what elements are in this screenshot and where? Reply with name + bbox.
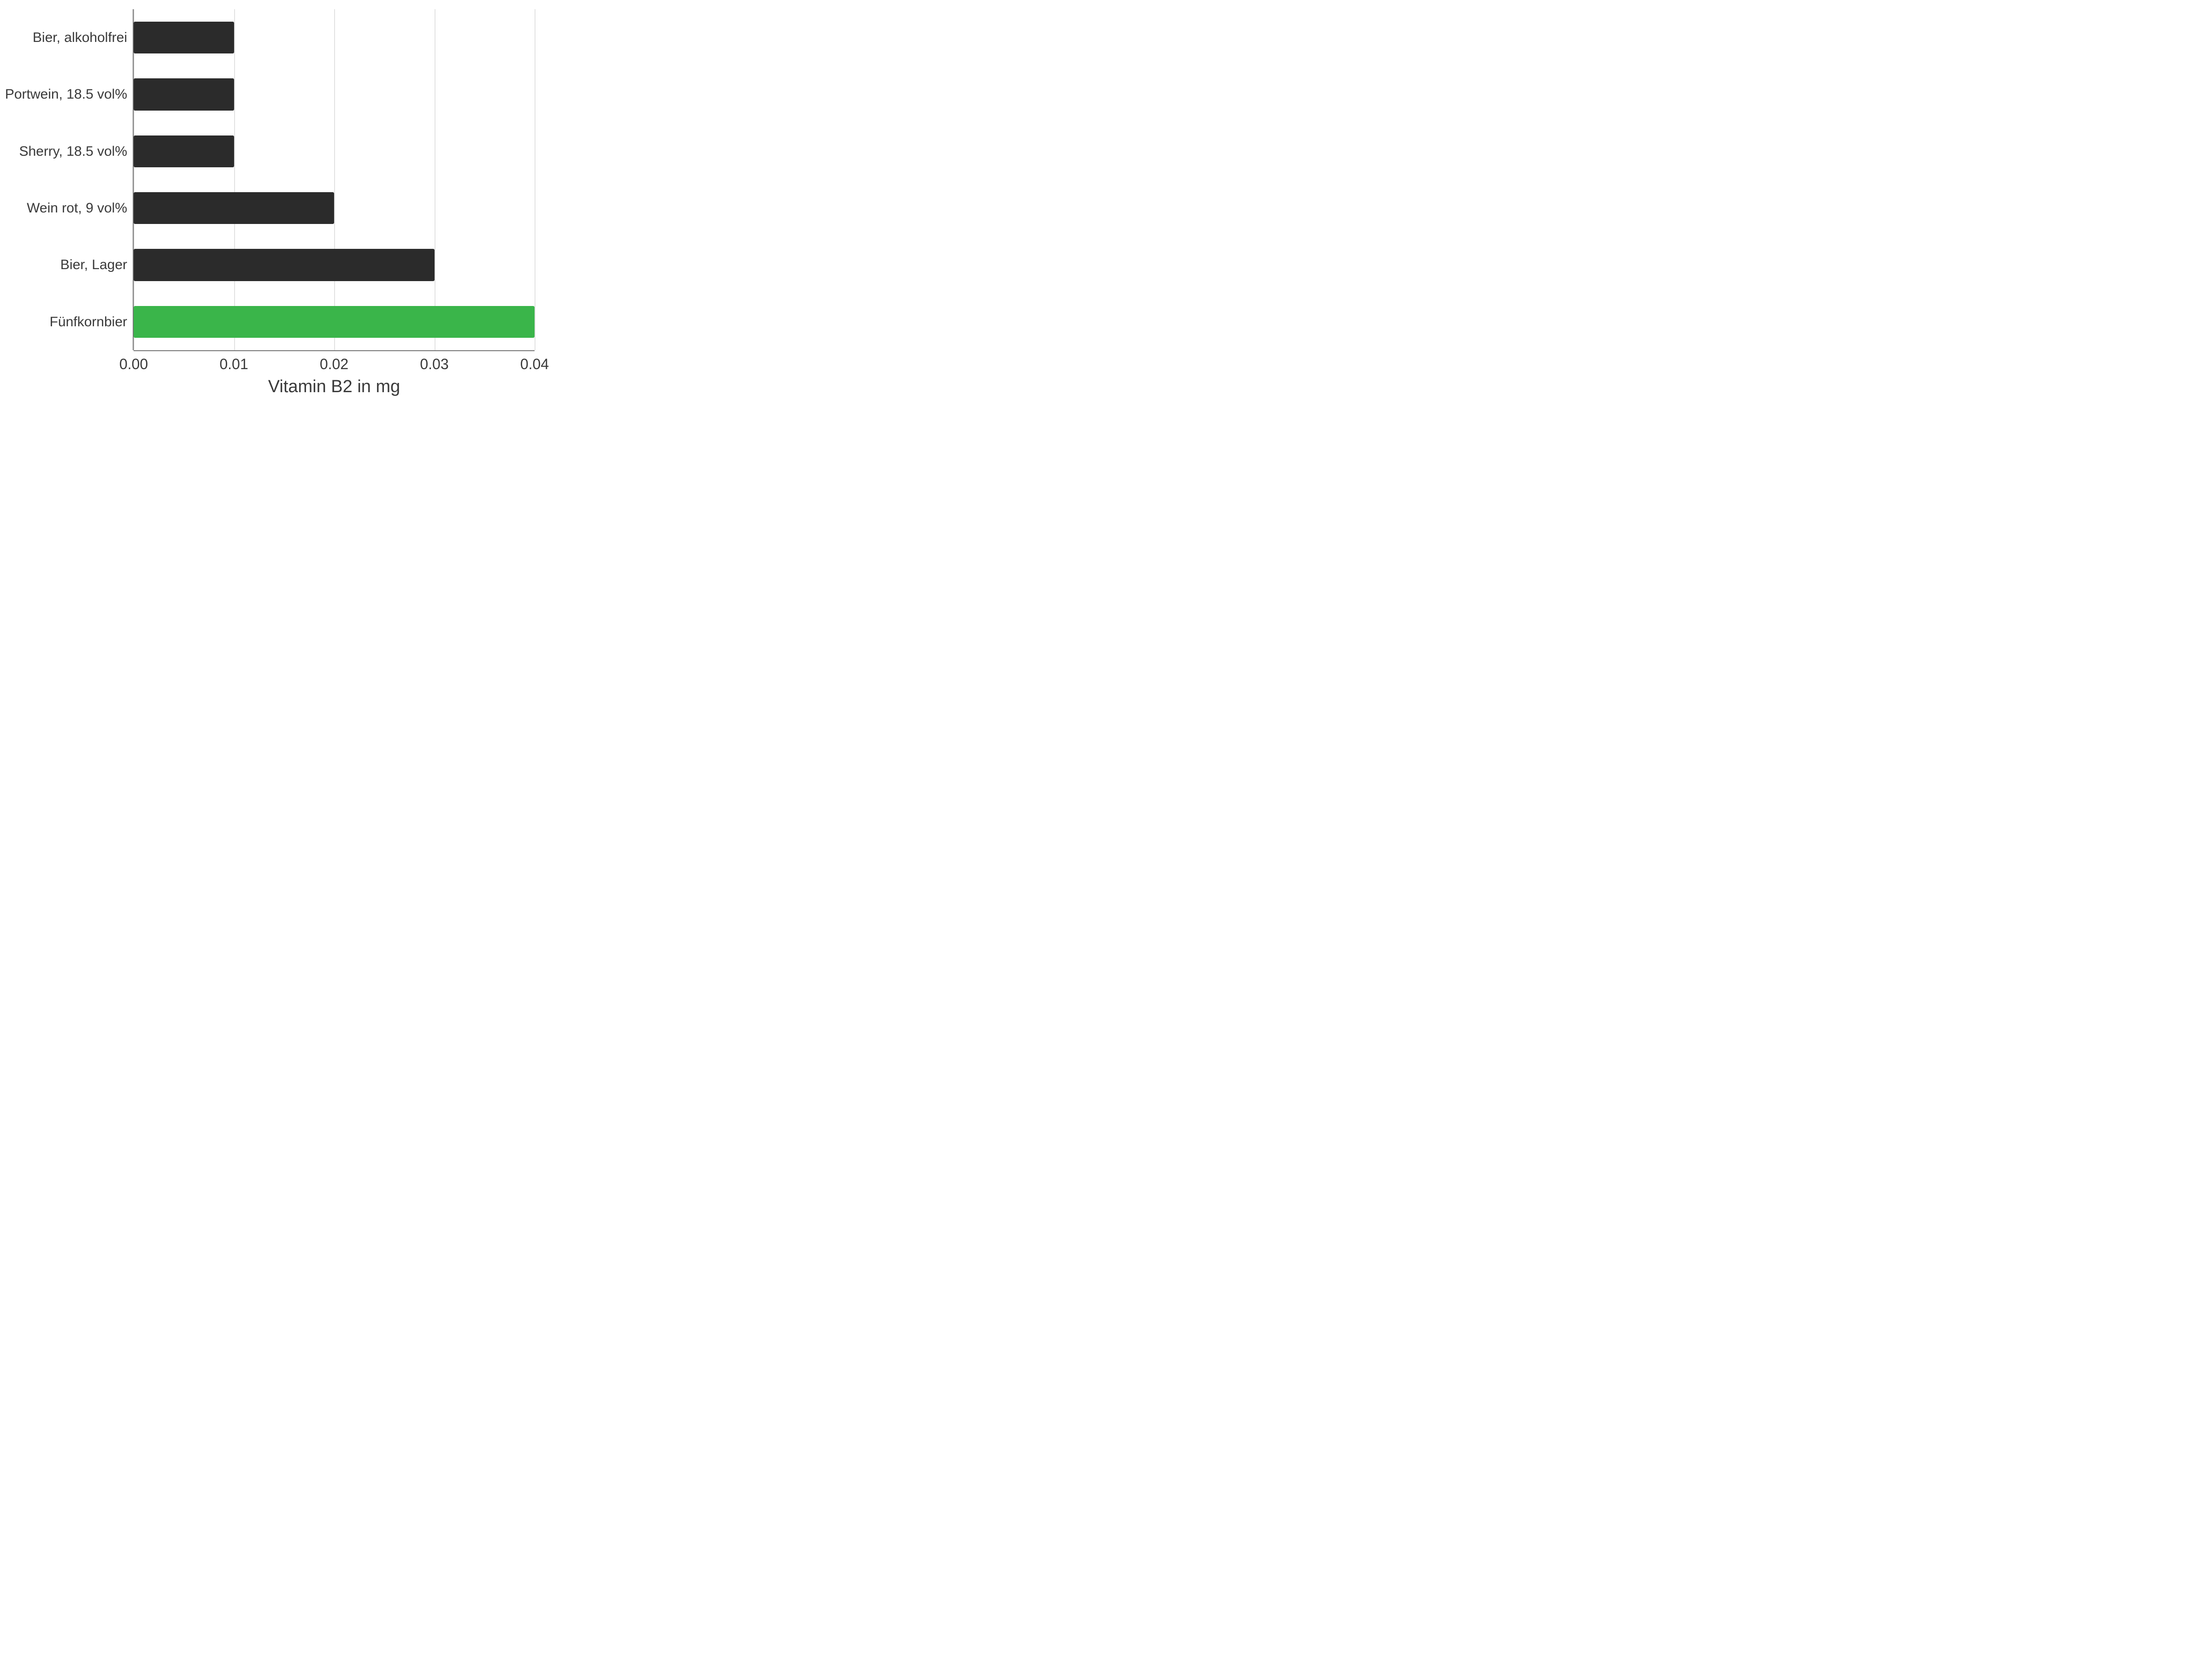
- x-tick-label: 0.03: [420, 356, 448, 373]
- x-tick-label: 0.02: [320, 356, 348, 373]
- y-category-label: Bier, alkoholfrei: [33, 9, 127, 66]
- y-category-label: Sherry, 18.5 vol%: [19, 123, 127, 180]
- bar-row: [134, 192, 535, 224]
- bar-row: [134, 249, 535, 281]
- bar: [134, 192, 334, 224]
- grid-line: [134, 9, 135, 350]
- y-axis-line: [133, 9, 134, 350]
- bar-row: [134, 306, 535, 338]
- vitamin-b2-bar-chart: Bier, alkoholfreiPortwein, 18.5 vol%Sher…: [0, 0, 553, 415]
- grid-line: [334, 9, 335, 350]
- bar: [134, 249, 435, 281]
- y-category-label: Wein rot, 9 vol%: [27, 180, 127, 236]
- y-category-label: Bier, Lager: [60, 236, 127, 293]
- bar: [134, 135, 234, 167]
- x-axis-line: [134, 350, 535, 351]
- y-category-label: Fünfkornbier: [50, 294, 127, 350]
- x-axis-title: Vitamin B2 in mg: [134, 377, 535, 397]
- bar: [134, 22, 234, 53]
- plot-area: [134, 9, 535, 350]
- bar-row: [134, 22, 535, 53]
- bar: [134, 306, 535, 338]
- bar: [134, 78, 234, 110]
- bar-row: [134, 135, 535, 167]
- x-tick-label: 0.04: [520, 356, 549, 373]
- y-category-label: Portwein, 18.5 vol%: [5, 66, 127, 123]
- x-tick-label: 0.01: [219, 356, 248, 373]
- x-tick-label: 0.00: [119, 356, 148, 373]
- bar-row: [134, 78, 535, 110]
- grid-line: [234, 9, 235, 350]
